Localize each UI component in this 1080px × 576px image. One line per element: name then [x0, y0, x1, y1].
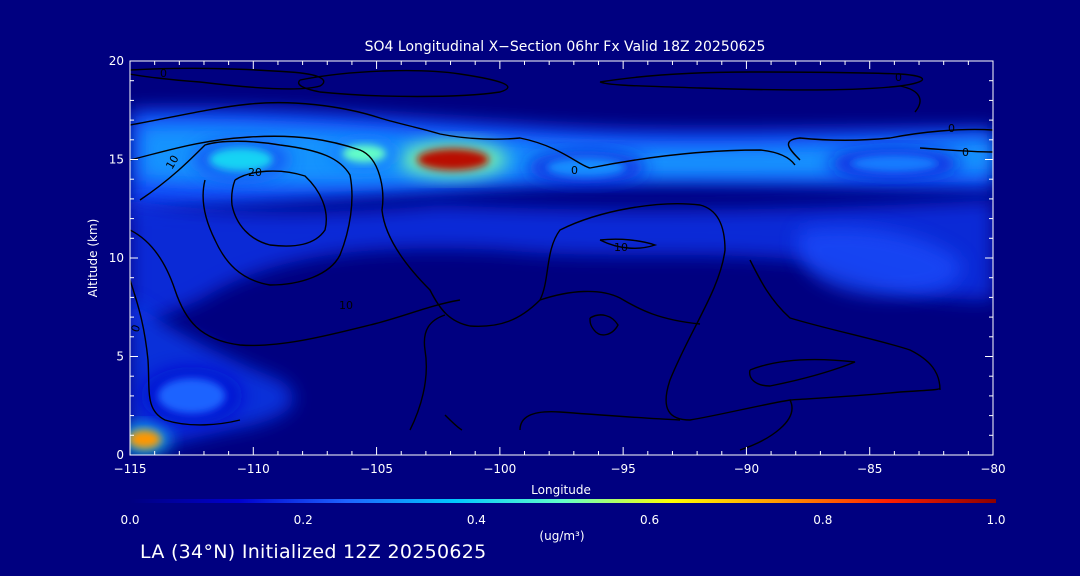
hotspot-core [130, 430, 161, 449]
footer-text: LA (34°N) Initialized 12Z 20250625 [140, 541, 487, 563]
contour-label: 0 [129, 323, 144, 334]
contour-label: 0 [571, 164, 578, 177]
x-tick-label: −115 [114, 462, 147, 476]
contour-label: 10 [339, 299, 353, 312]
hotspot-core [546, 157, 627, 178]
contour-line [130, 279, 241, 426]
contour-line [409, 314, 446, 431]
x-tick-label: −110 [237, 462, 270, 476]
y-tick-label: 0 [116, 448, 124, 462]
colorbar-tick-label: 0.2 [294, 513, 313, 527]
x-tick-label: −90 [734, 462, 759, 476]
x-tick-label: −105 [360, 462, 393, 476]
contour-line [130, 229, 461, 347]
contour-line [230, 170, 327, 247]
plot-area [130, 61, 993, 455]
contour-line [519, 411, 681, 431]
contour-label: 0 [948, 122, 955, 135]
y-tick-label: 5 [116, 350, 124, 364]
colorbar-tick-label: 1.0 [986, 513, 1005, 527]
y-tick-label: 20 [109, 54, 124, 68]
concentration-hotspot [828, 149, 961, 178]
contour-label: 10 [614, 241, 628, 254]
colorbar-tick-label: 0.6 [640, 513, 659, 527]
concentration-hotspots [130, 139, 961, 454]
colorbar-tick-label: 0.4 [467, 513, 486, 527]
colorbar-tick-label: 0.8 [813, 513, 832, 527]
contour-line [539, 290, 701, 325]
hotspot-core [342, 144, 387, 163]
colorbar-units: (ug/m³) [539, 529, 584, 543]
contour-label: 0 [895, 71, 902, 84]
contour-line [789, 387, 941, 401]
contour-line [139, 140, 353, 286]
concentration-hotspot [526, 151, 647, 184]
contour-line [919, 147, 993, 153]
x-axis-label: Longitude [531, 483, 591, 497]
hotspot-core [850, 154, 939, 173]
y-axis-label: Altitude (km) [86, 219, 100, 298]
contour-line [749, 259, 941, 391]
colorbar-tick-label: 0.0 [120, 513, 139, 527]
contour-label: 20 [248, 166, 262, 179]
y-tick-label: 10 [109, 251, 124, 265]
contour-line [599, 71, 923, 91]
contour-lines [130, 67, 993, 451]
hotspot-core [157, 377, 226, 414]
colorbar [130, 499, 996, 503]
contour-line [130, 135, 793, 451]
x-tick-label: −80 [980, 462, 1005, 476]
contour-label-group: 0 10 20 10 10 0 0 0 0 0 [129, 67, 969, 334]
contour-label: 0 [160, 67, 167, 80]
concentration-hotspot [192, 140, 289, 179]
colorbar-ticks: 0.0 0.2 0.4 0.6 0.8 1.0 [120, 513, 1005, 527]
contour-line [748, 358, 856, 387]
hotspot-core [208, 147, 273, 172]
contour-label: 0 [962, 146, 969, 159]
contour-line [787, 128, 993, 161]
axes: −115 −110 −105 −100 −95 −90 −85 −80 0 5 10 15 20 [109, 54, 1006, 476]
contour-line [899, 85, 921, 113]
concentration-hotspot [130, 424, 169, 454]
x-tick-label: −85 [857, 462, 882, 476]
concentration-hotspot [140, 367, 243, 425]
contour-line [444, 414, 463, 431]
x-tick-label: −100 [483, 462, 516, 476]
contour-label: 10 [163, 153, 181, 172]
contour-line [599, 238, 658, 249]
hotspot-core [417, 148, 490, 171]
chart-title: SO4 Longitudinal X−Section 06hr Fx Valid… [365, 39, 766, 55]
contour-line [130, 101, 796, 169]
mid-layer-blue [130, 200, 993, 330]
concentration-hotspot [399, 141, 508, 178]
y-tick-label: 15 [109, 153, 124, 167]
contour-line [297, 69, 509, 98]
east-mid-blob [798, 226, 962, 296]
contour-line [130, 67, 325, 90]
x-tick-label: −95 [610, 462, 635, 476]
contour-line [589, 314, 619, 336]
